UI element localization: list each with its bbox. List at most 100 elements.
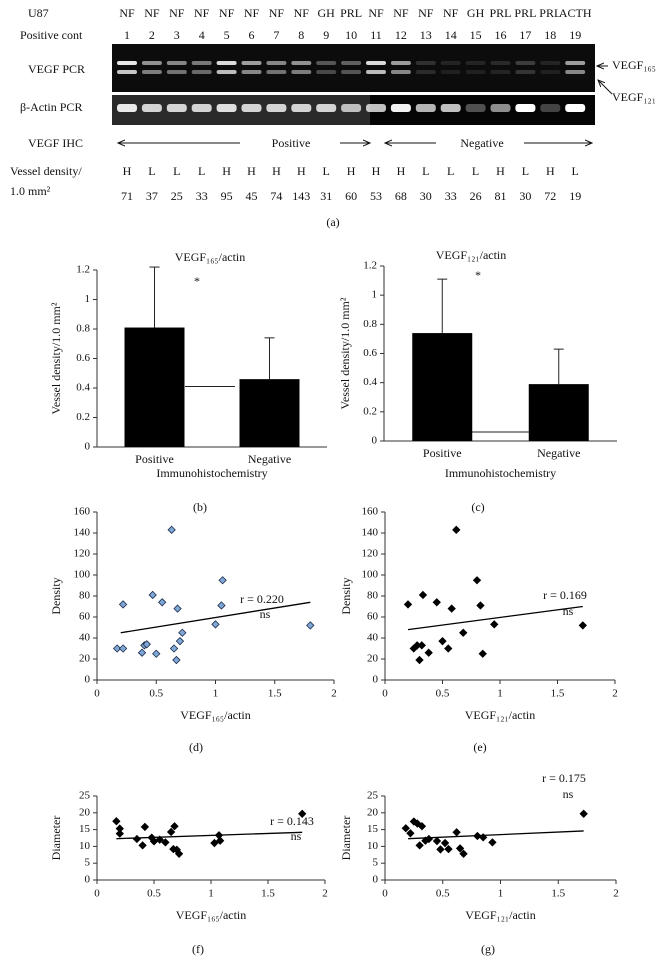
point (118, 600, 128, 609)
lane-type: PRL (489, 6, 511, 20)
lane-number: Positive cont (20, 28, 83, 42)
x-tick-label: 1.5 (261, 888, 275, 900)
point (173, 604, 182, 613)
annotation: ns (563, 604, 574, 618)
density-value: 30 (420, 189, 432, 203)
point (158, 598, 167, 607)
y-tick-label: 0.6 (363, 347, 377, 359)
point (211, 620, 220, 629)
x-tick-label: 1 (497, 688, 503, 700)
lane-number: 12 (395, 28, 407, 42)
gel-band (141, 70, 162, 74)
gel-band (141, 61, 162, 65)
gel-band (216, 61, 237, 65)
point (490, 620, 499, 629)
density-value: 33 (196, 189, 208, 203)
lane-type: NF (418, 6, 434, 20)
x-axis-label: VEGF₁₆₅/actin (180, 708, 251, 722)
point (415, 655, 424, 665)
grade: L (472, 164, 479, 178)
y-tick-label: 1 (85, 293, 91, 305)
grade: L (148, 164, 155, 178)
point (459, 849, 468, 858)
density-value: 33 (445, 189, 457, 203)
gel-band (415, 70, 436, 74)
grade: H (272, 164, 281, 178)
gel-band (490, 61, 511, 65)
density-value: 45 (246, 189, 258, 203)
grade: H (222, 164, 231, 178)
density-value: 26 (470, 189, 482, 203)
row-label: 1.0 mm² (10, 184, 51, 198)
point (436, 845, 445, 854)
density-value: 25 (171, 189, 183, 203)
chart-title: VEGF₁₂₁/actin (436, 248, 507, 262)
point (444, 644, 453, 653)
point (432, 836, 442, 846)
gel-band (390, 61, 411, 65)
x-tick-label: 0.5 (149, 688, 163, 700)
lane-number: 14 (445, 28, 457, 42)
x-axis-label: VEGF₁₂₁/actin (465, 708, 536, 722)
gel-band (490, 104, 511, 112)
point (401, 824, 410, 833)
lane-number: 17 (519, 28, 531, 42)
density-value: 74 (270, 189, 282, 203)
lane-number: 6 (249, 28, 255, 42)
x-axis-label: VEGF₁₆₅/actin (176, 908, 247, 922)
point (170, 822, 179, 831)
y-tick-label: 0.2 (363, 405, 377, 417)
gel-band (117, 70, 137, 74)
y-tick-label: 0.2 (76, 411, 90, 423)
density-value: 81 (495, 189, 507, 203)
y-tick-label: 0 (373, 674, 379, 686)
density-value: 143 (292, 189, 310, 203)
lane-number: 4 (199, 28, 205, 42)
lane-number: 1 (124, 28, 130, 42)
point (115, 829, 124, 838)
grade: L (198, 164, 205, 178)
gel-band (415, 104, 436, 112)
grade: H (397, 164, 406, 178)
grade: H (347, 164, 356, 178)
x-tick-label: 1 (213, 688, 219, 700)
bar (412, 333, 473, 441)
gel-band (166, 70, 187, 74)
y-tick-label: 0.4 (363, 376, 377, 388)
trend-line (116, 831, 303, 840)
density-value: 31 (320, 189, 332, 203)
lane-number: 15 (470, 28, 482, 42)
density-value: 37 (146, 189, 158, 203)
point (447, 604, 456, 613)
y-tick-label: 5 (373, 857, 379, 869)
lane-type: PRL (340, 6, 362, 20)
y-tick-label: 100 (74, 569, 91, 581)
gel-band (291, 104, 312, 112)
ihc-group: Positive (272, 136, 311, 150)
annotation: r = 0.175 (542, 771, 586, 785)
lane-type: NF (269, 6, 285, 20)
lane-type: GH (467, 6, 485, 20)
point (167, 525, 176, 535)
point (174, 849, 184, 858)
point (142, 640, 151, 649)
gel-band (415, 61, 436, 65)
point (166, 827, 176, 837)
x-tick-label: 1.5 (268, 688, 282, 700)
point (218, 576, 227, 585)
y-tick-label: 120 (74, 548, 91, 560)
point (452, 525, 461, 535)
density-value: 30 (519, 189, 531, 203)
y-tick-label: 40 (79, 632, 91, 644)
y-tick-label: 1.2 (363, 260, 377, 272)
gel-band (366, 104, 386, 112)
x-tick-label: 0 (382, 888, 388, 900)
annotation: ns (291, 829, 302, 843)
y-tick-label: 0.8 (363, 318, 377, 330)
density-value: 95 (221, 189, 233, 203)
point (438, 636, 447, 646)
point (578, 621, 587, 630)
lane-number: 8 (298, 28, 304, 42)
grade: H (496, 164, 505, 178)
point (138, 841, 147, 850)
